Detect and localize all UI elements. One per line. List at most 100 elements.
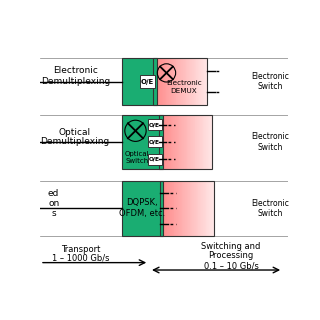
Bar — [182, 58, 183, 105]
Bar — [186, 58, 187, 105]
Bar — [122, 181, 163, 236]
Bar — [202, 115, 203, 169]
Text: Optical
Switch: Optical Switch — [125, 151, 149, 164]
Bar — [203, 181, 204, 236]
Bar — [188, 115, 189, 169]
Bar — [161, 181, 162, 236]
Bar — [202, 58, 203, 105]
Bar — [173, 58, 174, 105]
Bar — [163, 115, 164, 169]
Bar — [180, 181, 181, 236]
Bar — [193, 181, 194, 236]
Bar — [160, 58, 161, 105]
Bar — [177, 58, 178, 105]
Bar — [197, 115, 198, 169]
Bar — [170, 115, 171, 169]
Bar — [194, 115, 195, 169]
Bar — [188, 58, 189, 105]
Bar — [192, 115, 193, 169]
Bar — [183, 181, 184, 236]
Bar — [211, 115, 212, 169]
Bar — [201, 58, 202, 105]
Text: Electronic
DEMUX: Electronic DEMUX — [166, 80, 202, 94]
Text: Demultiplexing: Demultiplexing — [41, 77, 111, 86]
Bar — [175, 115, 176, 169]
Text: O/E: O/E — [149, 157, 160, 162]
Bar — [159, 58, 160, 105]
Text: O/E: O/E — [141, 78, 154, 84]
Text: ed: ed — [48, 189, 59, 198]
Text: 1 – 1000 Gb/s: 1 – 1000 Gb/s — [52, 253, 110, 262]
Bar — [208, 181, 209, 236]
Bar — [160, 181, 214, 236]
Bar — [189, 181, 190, 236]
Bar — [169, 181, 170, 236]
Bar — [163, 58, 164, 105]
Bar — [148, 119, 162, 130]
Bar — [204, 58, 205, 105]
Bar — [122, 58, 156, 105]
Bar — [165, 115, 166, 169]
Bar — [166, 181, 167, 236]
Bar — [176, 115, 177, 169]
Bar — [162, 115, 163, 169]
Bar — [177, 115, 178, 169]
Bar — [184, 181, 185, 236]
Bar — [197, 58, 198, 105]
Bar — [154, 58, 155, 105]
Text: s: s — [51, 209, 56, 218]
Bar — [199, 115, 200, 169]
Bar — [165, 181, 166, 236]
Bar — [182, 115, 183, 169]
Bar — [185, 115, 186, 169]
Bar — [193, 58, 194, 105]
Bar — [186, 181, 187, 236]
Bar — [194, 58, 195, 105]
Bar — [181, 115, 182, 169]
Bar — [180, 58, 181, 105]
Bar — [140, 75, 155, 88]
Bar — [200, 181, 201, 236]
Bar — [205, 181, 206, 236]
Bar — [167, 115, 168, 169]
Bar — [198, 115, 199, 169]
Bar — [185, 58, 186, 105]
Bar — [156, 58, 157, 105]
Bar — [167, 181, 168, 236]
Bar — [205, 115, 206, 169]
Text: DQPSK,
OFDM, etc.: DQPSK, OFDM, etc. — [119, 198, 165, 219]
Text: Processing: Processing — [208, 251, 253, 260]
Bar — [200, 58, 201, 105]
Bar — [171, 115, 172, 169]
Bar — [209, 181, 210, 236]
Bar — [195, 58, 196, 105]
Bar — [173, 115, 174, 169]
Text: Transport: Transport — [61, 244, 100, 253]
Bar — [174, 58, 175, 105]
Bar — [190, 58, 191, 105]
Bar — [183, 115, 184, 169]
Bar — [191, 115, 192, 169]
Bar — [185, 181, 186, 236]
Bar — [187, 115, 188, 169]
Bar — [209, 115, 210, 169]
Bar — [206, 58, 207, 105]
Bar — [175, 58, 176, 105]
Bar — [201, 115, 202, 169]
Bar — [170, 181, 171, 236]
Bar — [187, 181, 188, 236]
Text: O/E: O/E — [149, 122, 160, 127]
Bar — [180, 115, 181, 169]
Bar — [173, 181, 174, 236]
Bar — [155, 58, 156, 105]
Bar — [160, 115, 161, 169]
Bar — [208, 115, 209, 169]
Bar — [178, 115, 179, 169]
Bar — [174, 115, 175, 169]
Bar — [179, 58, 180, 105]
Bar — [183, 58, 184, 105]
Text: 0.1 – 10 Gb/s: 0.1 – 10 Gb/s — [204, 262, 258, 271]
Text: on: on — [48, 199, 59, 208]
Text: Demultiplexing: Demultiplexing — [40, 137, 109, 146]
Text: Electronic: Electronic — [53, 66, 98, 75]
